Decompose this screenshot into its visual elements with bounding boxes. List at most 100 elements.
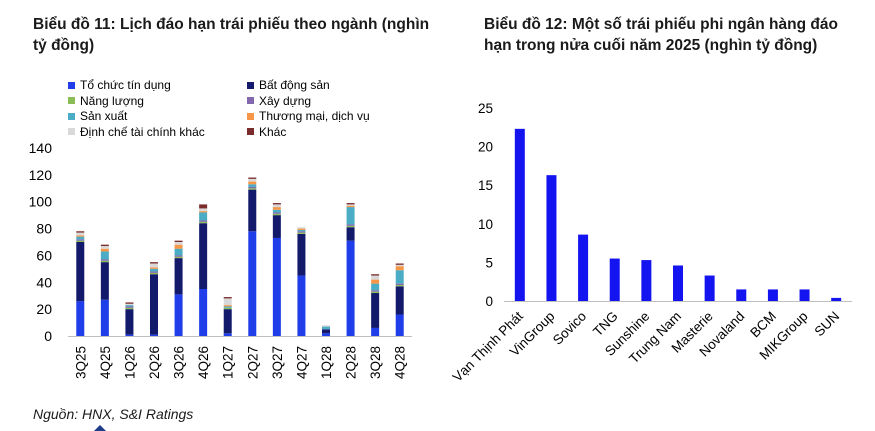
bar-segment — [150, 267, 158, 269]
bar-segment — [248, 188, 257, 190]
legend-swatch — [68, 81, 75, 89]
legend-swatch — [68, 97, 75, 104]
bar-segment — [150, 263, 158, 268]
bar-segment — [76, 242, 85, 302]
bar-segment — [223, 305, 232, 307]
legend-label: Tổ chức tín dụng — [80, 78, 171, 92]
bar-segment — [125, 305, 134, 307]
bar-segment — [199, 211, 208, 213]
bar-segment — [125, 307, 134, 310]
bar-segment — [150, 268, 158, 272]
bar-segment — [76, 235, 85, 237]
x-tick-label: 4Q25 — [98, 346, 113, 379]
legend-label: Sản xuất — [80, 109, 128, 123]
bar-segment — [100, 248, 109, 252]
y-tick-label: 0 — [44, 328, 52, 344]
legend-swatch — [247, 81, 254, 89]
chart1-title: Biểu đồ 11: Lịch đáo hạn trái phiếu theo… — [33, 16, 430, 54]
bar-segment — [346, 204, 355, 206]
legend-item: Sản xuất — [68, 109, 127, 123]
bar-segment — [322, 329, 330, 334]
bar-segment — [371, 293, 380, 328]
y-tick-label: 0 — [485, 294, 493, 309]
bar-segment — [223, 307, 232, 310]
bar-segment — [248, 184, 257, 187]
bar-segment — [150, 274, 158, 335]
bar-segment — [223, 309, 232, 334]
bar-segment — [100, 246, 109, 249]
bar-segment — [395, 286, 404, 315]
bar-segment — [199, 204, 208, 209]
y-tick-label: 20 — [36, 301, 52, 317]
bar-segment — [174, 294, 183, 336]
bar-segment — [346, 207, 355, 225]
bar-segment — [174, 242, 183, 245]
bar-segment — [248, 181, 257, 185]
legend-item: Xây dựng — [247, 94, 311, 108]
y-tick-label: 15 — [478, 178, 493, 193]
y-tick-label: 100 — [29, 194, 53, 210]
bar-segment — [100, 251, 109, 260]
bar-segment — [174, 244, 183, 249]
x-tick-label: 2Q26 — [147, 346, 162, 379]
y-tick-label: 25 — [478, 101, 493, 116]
x-tick-label: 3Q26 — [172, 346, 187, 379]
bar — [578, 234, 589, 301]
bar-segment — [371, 279, 380, 284]
bar-segment — [76, 236, 85, 240]
bar-segment — [174, 255, 183, 257]
bar — [799, 289, 810, 301]
bar-segment — [199, 289, 208, 336]
y-tick-label: 140 — [29, 140, 53, 156]
legend-swatch — [68, 112, 75, 120]
bar-segment — [371, 291, 380, 294]
bar-segment — [223, 298, 232, 306]
bar-segment — [297, 275, 306, 336]
chart1-plot: 0 20 40 60 80 100 120 140 3Q25 4Q25 1Q26 2Q26 3Q26 4Q… — [29, 140, 412, 379]
bar-segment — [395, 266, 404, 271]
bar-segment — [174, 256, 183, 259]
legend-label: Xây dựng — [259, 93, 312, 108]
legend-swatch — [68, 128, 75, 135]
bar-segment — [297, 229, 306, 232]
bar-segment — [272, 215, 281, 238]
bar-segment — [150, 271, 158, 273]
x-tick-label: Sovico — [550, 309, 589, 348]
bar-segment — [272, 237, 281, 336]
x-tick-label: 4Q26 — [196, 346, 211, 379]
x-tick-label: 3Q28 — [368, 346, 383, 379]
legend-label: Định chế tài chính khác — [80, 124, 205, 139]
bar-segment — [150, 272, 158, 275]
bar-segment — [346, 203, 355, 205]
bar-segment — [272, 204, 281, 208]
bar-segment — [395, 314, 404, 336]
legend-item: Khác — [247, 125, 286, 139]
bar-segment — [346, 225, 355, 228]
y-tick-label: 5 — [485, 255, 493, 270]
y-tick-label: 10 — [478, 217, 493, 232]
bar-segment — [100, 244, 109, 247]
bar-segment — [150, 262, 158, 264]
bar-segment — [100, 299, 109, 336]
x-tick-label: 2Q27 — [245, 346, 260, 379]
bar-segment — [199, 220, 208, 222]
bar-segment — [371, 283, 380, 291]
bar-segment — [248, 178, 257, 182]
x-tick-label: 3Q27 — [270, 346, 285, 379]
bar-segment — [272, 209, 281, 213]
legend-label: Bất động sản — [259, 78, 330, 92]
legend-swatch — [247, 97, 254, 104]
bar-segment — [272, 213, 281, 216]
bar-segment — [76, 239, 85, 241]
bar-segment — [297, 231, 306, 233]
bar-segment — [272, 212, 281, 214]
bar-segment — [322, 333, 330, 336]
bar-segment — [223, 297, 232, 299]
bar-segment — [395, 283, 404, 285]
bar-segment — [297, 228, 306, 230]
bar-segment — [76, 232, 85, 236]
bar-segment — [395, 284, 404, 287]
bar-segment — [297, 233, 306, 276]
legend-item: Tổ chức tín dụng — [68, 78, 171, 92]
